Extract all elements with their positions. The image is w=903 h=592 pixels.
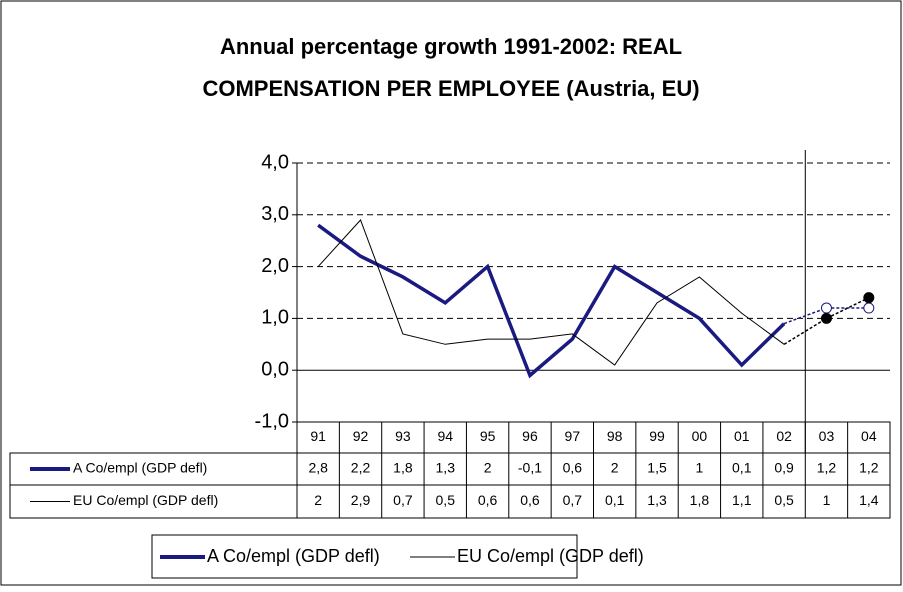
y-tick-label: 3,0 — [261, 203, 289, 225]
table-value: 2,8 — [308, 460, 328, 476]
x-tick-label: 95 — [480, 428, 496, 444]
y-tick-label: -1,0 — [255, 410, 289, 432]
x-tick-label: 97 — [565, 428, 581, 444]
projection-marker — [820, 302, 832, 314]
y-tick-label: 1,0 — [261, 307, 289, 329]
table-value: 1,3 — [647, 492, 667, 508]
x-tick-label: 92 — [353, 428, 369, 444]
y-tick-label: 2,0 — [261, 255, 289, 277]
x-tick-label: 04 — [861, 428, 877, 444]
x-tick-label: 99 — [649, 428, 665, 444]
table-value: 1,8 — [393, 460, 413, 476]
chart-title: Annual percentage growth 1991-2002: REAL… — [202, 34, 699, 101]
table-row-label: A Co/empl (GDP defl) — [73, 460, 207, 476]
x-tick-label: 98 — [607, 428, 623, 444]
table-value: 0,5 — [436, 492, 456, 508]
table-value: 0,5 — [774, 492, 794, 508]
table-value: 1,4 — [859, 492, 879, 508]
table-value: 2,9 — [351, 492, 371, 508]
table-value: 2 — [484, 460, 492, 476]
table-value: 1,1 — [732, 492, 752, 508]
table-value: 2 — [611, 460, 619, 476]
projection-marker — [863, 302, 875, 314]
table-value: 1,2 — [859, 460, 879, 476]
x-tick-label: 02 — [776, 428, 792, 444]
projection-marker — [863, 292, 875, 304]
x-tick-label: 93 — [395, 428, 411, 444]
table-value: 0,7 — [393, 492, 413, 508]
table-value: 0,1 — [732, 460, 752, 476]
projection-line — [783, 297, 870, 345]
legend-label: A Co/empl (GDP defl) — [207, 546, 380, 566]
table-value: 2,2 — [351, 460, 371, 476]
table-value: 1,8 — [690, 492, 710, 508]
projection-marker — [820, 312, 832, 324]
x-tick-label: 91 — [310, 428, 326, 444]
table-value: 0,6 — [478, 492, 498, 508]
table-value: 2 — [314, 492, 322, 508]
table-value: 1 — [695, 460, 703, 476]
table-value: 0,1 — [605, 492, 625, 508]
legend-label: EU Co/empl (GDP defl) — [457, 546, 644, 566]
x-tick-label: 03 — [819, 428, 835, 444]
series-line — [317, 223, 786, 379]
series-line — [317, 219, 785, 366]
table-value: 1 — [823, 492, 831, 508]
table-value: 0,6 — [563, 460, 583, 476]
table-value: 0,7 — [563, 492, 583, 508]
table-value: 1,3 — [436, 460, 456, 476]
x-tick-label: 96 — [522, 428, 538, 444]
table-value: 0,9 — [774, 460, 794, 476]
y-tick-label: 0,0 — [261, 358, 289, 380]
table-value: 0,6 — [520, 492, 540, 508]
x-tick-label: 00 — [692, 428, 708, 444]
table-value: 1,5 — [647, 460, 667, 476]
table-row-label: EU Co/empl (GDP defl) — [73, 492, 218, 508]
table-value: -0,1 — [518, 460, 542, 476]
legend-box — [151, 534, 578, 579]
x-tick-label: 01 — [734, 428, 750, 444]
x-tick-label: 94 — [437, 428, 453, 444]
table-value: 1,2 — [817, 460, 837, 476]
y-tick-label: 4,0 — [261, 151, 289, 173]
